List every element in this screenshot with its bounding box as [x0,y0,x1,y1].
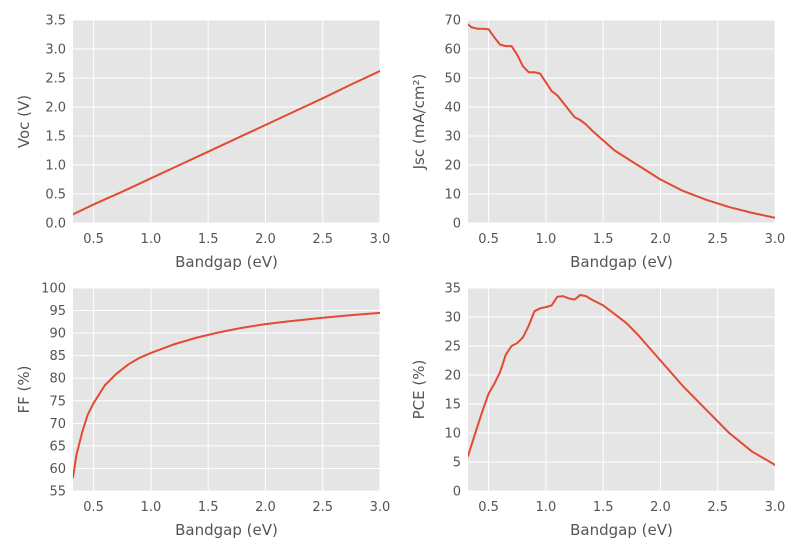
y-tick-label: 0 [453,217,461,232]
x-tick-label: 1.5 [198,232,219,247]
x-tick-label: 0.5 [478,500,499,515]
y-tick-label: 0.5 [45,188,66,203]
x-tick-label: 1.0 [536,232,557,247]
y-tick-label: 55 [49,485,66,500]
y-tick-label: 80 [49,372,66,387]
x-tick-label: 1.0 [141,500,162,515]
y-tick-label: 2.5 [45,72,66,87]
x-axis-label: Bandgap (eV) [175,253,278,271]
x-tick-label: 0.5 [83,232,104,247]
y-tick-label: 20 [444,159,461,174]
plot-area [468,20,775,223]
y-axis-label: Jsc (mA/cm²) [410,74,428,171]
y-tick-label: 30 [444,130,461,145]
x-tick-label: 1.5 [593,232,614,247]
pce-series-line [468,293,775,466]
x-tick-label: 0.5 [83,500,104,515]
pce-panel: 0.5 1.0 1.5 2.0 2.5 3.0 0 5 10 15 20 25 30 35 Bandgap … [410,282,785,540]
x-tick-label: 2.5 [312,232,333,247]
y-tick-label: 35 [444,282,461,297]
y-tick-label: 0.0 [45,217,66,232]
x-tick-label: 2.0 [650,500,671,515]
y-tick-label: 30 [444,311,461,326]
voc-panel: 0.5 1.0 1.5 2.0 2.5 3.0 0.0 0.5 1.0 1.5 2.0 2.5 3.0 3… [15,14,390,272]
y-tick-label: 70 [49,417,66,432]
x-tick-label: 2.5 [707,500,728,515]
y-tick-label: 75 [49,394,66,409]
y-tick-label: 95 [49,304,66,319]
y-tick-label: 15 [444,398,461,413]
y-tick-label: 40 [444,101,461,116]
y-tick-label: 5 [453,456,461,471]
y-tick-label: 3.5 [45,14,66,29]
ff-panel: 0.5 1.0 1.5 2.0 2.5 3.0 55 60 65 70 75 80 85 90 95 100 B… [15,282,390,540]
x-tick-label: 2.0 [255,500,276,515]
y-tick-label: 10 [444,427,461,442]
voc-series-line [73,70,380,216]
y-tick-label: 65 [49,439,66,454]
jsc-series-line [468,23,775,219]
x-tick-label: 3.0 [370,500,391,515]
y-axis-label: PCE (%) [410,360,428,420]
x-tick-label: 2.5 [312,500,333,515]
y-tick-label: 1.5 [45,130,66,145]
jsc-panel: 0.5 1.0 1.5 2.0 2.5 3.0 0 10 20 30 40 50 60 70 Bandgap… [410,14,785,272]
y-tick-label: 0 [453,485,461,500]
plot-area [73,20,380,223]
x-tick-label: 2.0 [650,232,671,247]
x-axis-label: Bandgap (eV) [570,253,673,271]
x-axis-label: Bandgap (eV) [570,521,673,539]
plot-area [468,288,775,491]
x-tick-label: 3.0 [370,232,391,247]
y-axis-label: Voc (V) [15,95,33,148]
x-tick-label: 3.0 [765,500,786,515]
x-tick-label: 2.5 [707,232,728,247]
y-tick-label: 1.0 [45,159,66,174]
y-tick-label: 100 [41,282,66,297]
y-tick-label: 20 [444,369,461,384]
y-tick-label: 60 [444,43,461,58]
y-tick-label: 2.0 [45,101,66,116]
ff-series-line [73,311,380,479]
y-tick-label: 50 [444,72,461,87]
x-tick-label: 1.0 [536,500,557,515]
x-tick-label: 1.5 [198,500,219,515]
x-tick-label: 0.5 [478,232,499,247]
y-tick-label: 25 [444,340,461,355]
y-tick-label: 3.0 [45,43,66,58]
y-tick-label: 85 [49,349,66,364]
x-tick-label: 2.0 [255,232,276,247]
x-tick-label: 1.0 [141,232,162,247]
x-axis-label: Bandgap (eV) [175,521,278,539]
x-tick-label: 1.5 [593,500,614,515]
y-axis-label: FF (%) [15,366,33,414]
plot-area [73,288,380,491]
y-tick-label: 10 [444,188,461,203]
y-tick-label: 70 [444,14,461,29]
x-tick-label: 3.0 [765,232,786,247]
y-tick-label: 90 [49,327,66,342]
y-tick-label: 60 [49,462,66,477]
